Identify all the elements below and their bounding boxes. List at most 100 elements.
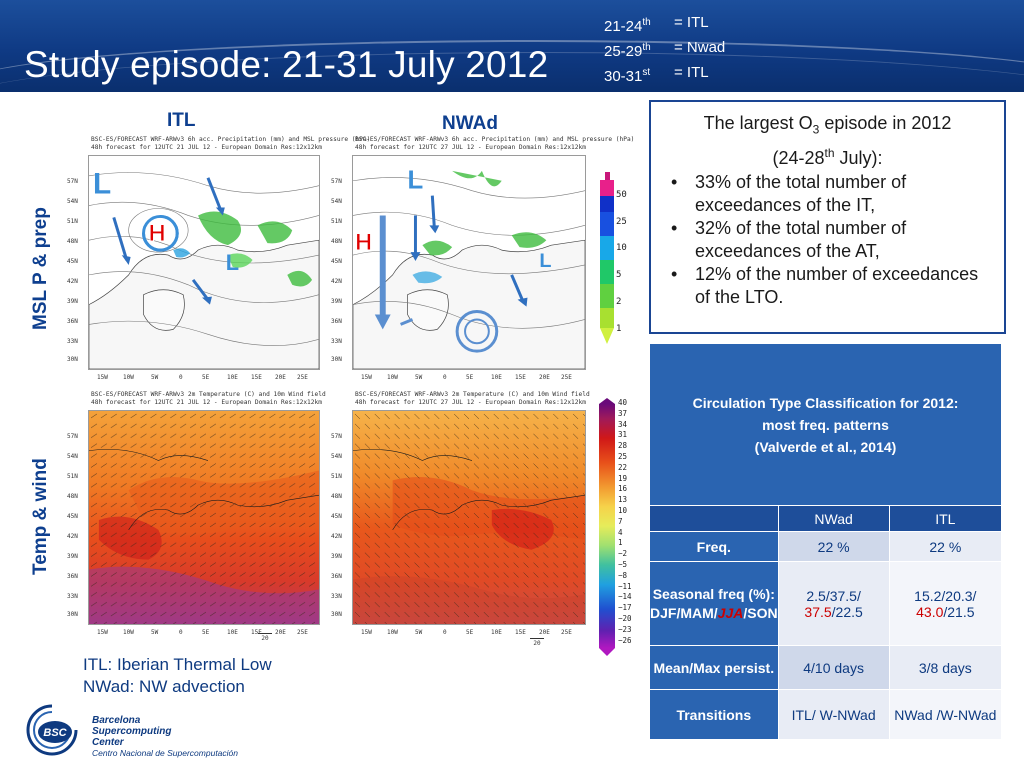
precip-colorbar: 50 25 10 5 2 1 [596,172,642,352]
y-tick: 36N [331,573,342,580]
seasonal-value: /21.5 [943,603,975,620]
x-tick: 25E [561,629,572,636]
y-tick: 42N [331,278,342,285]
period-suffix: st [642,67,651,78]
column-label-itl: ITL [167,110,196,131]
seasonal-value: 2.5/37.5/ [806,587,861,604]
x-tick: 0 [179,629,183,636]
table-row: Freq. 22 % 22 % [649,531,1003,562]
low-pressure-label: L [408,167,424,195]
info-bullet: 32% of the total number of exceedances o… [665,217,990,263]
colorbar-label: 19 [618,473,628,483]
colorbar-label: 2 [616,297,622,307]
period-suffix: th [642,42,651,53]
low-pressure-label: L [226,250,239,275]
colorbar-label: 16 [618,484,628,494]
table-header-row: NWad ITL [649,505,1003,532]
info-heading: The largest O3 episode in 2012 (24-28th … [665,112,990,170]
page-title: Study episode: 21-31 July 2012 [24,44,549,85]
cell-trans-nwad: ITL/ W-NWad [777,689,890,740]
x-tick: 0 [443,374,447,381]
map-header-line: BSC-ES/FORECAST WRF-ARWv3 6h acc. Precip… [91,136,371,143]
table-header-empty [649,505,779,532]
wind-reference-value: 20 [533,640,541,647]
table-header-itl: ITL [888,505,1003,532]
header-swoosh-2 [0,52,1024,92]
colorbar-label: 25 [616,217,627,227]
colorbar-label: 10 [616,243,627,253]
high-pressure-label: H [355,229,372,256]
colorbar-label: 40 [618,398,628,407]
map-msl-itl: BSC-ES/FORECAST WRF-ARWv3 6h acc. Precip… [67,136,370,381]
x-tick: 5W [151,374,159,381]
seasonal-value: 15.2/20.3/ [914,587,977,604]
period-type: = ITL [674,14,709,31]
circulation-type-table: Circulation Type Classification for 2012… [649,343,1003,740]
y-tick: 45N [67,513,78,520]
x-tick: 15E [251,374,262,381]
x-tick: 15W [97,629,108,636]
y-tick: 39N [67,553,78,560]
x-tick: 15W [361,629,372,636]
map-header-line: BSC-ES/FORECAST WRF-ARWv3 2m Temperature… [91,391,326,398]
colorbar-label: 1 [616,324,622,334]
colorbar-label: 34 [618,419,628,429]
colorbar-label: 7 [618,516,623,526]
y-tick: 54N [331,453,342,460]
colorbar-label: 5 [616,270,622,280]
x-tick: 5E [202,374,210,381]
x-tick: 20E [275,374,286,381]
period-dates: 21-24 [604,18,643,35]
abbreviation-line: NWad: NW advection [83,677,245,696]
y-tick: 54N [67,453,78,460]
precip-colorbar-graphic [600,172,614,344]
episode-info-box: The largest O3 episode in 2012 (24-28th … [649,100,1006,334]
table-row: Transitions ITL/ W-NWad NWad /W-NWad [649,689,1003,740]
y-tick: 48N [331,493,342,500]
y-tick: 30N [331,611,342,618]
map-header: BSC-ES/FORECAST WRF-ARWv3 6h acc. Precip… [355,136,634,152]
header-bar: Study episode: 21-31 July 2012 21-24th = … [0,0,1024,92]
y-tick: 30N [67,356,78,363]
map-header-line: BSC-ES/FORECAST WRF-ARWv3 2m Temperature… [355,391,590,398]
x-tick: 15E [515,629,526,636]
period-row: 21-24th = ITL [604,12,725,37]
x-tick: 15E [515,374,526,381]
row-label-msl: MSL P & prep [30,207,51,330]
msl-map-graphic: L H L [89,168,319,369]
y-tick: 45N [331,513,342,520]
cell-trans-itl: NWad /W-NWad [888,689,1003,740]
y-tick: 48N [67,493,78,500]
info-bullet-list: 33% of the total number of exceedances o… [665,171,990,309]
y-tick: 36N [331,318,342,325]
y-tick: 54N [67,198,78,205]
y-tick: 48N [331,238,342,245]
row-label-transitions: Transitions [649,689,779,740]
header-swoosh [0,40,1024,92]
period-dates: 30-31 [604,68,643,85]
temp-map-graphic [89,411,319,624]
x-tick: 20E [539,374,550,381]
x-tick: 10W [387,374,398,381]
logo-subtitle: Centro Nacional de Supercomputación [92,748,239,758]
logo-line: Center [92,737,124,748]
seasonal-label-text: /SON [743,604,778,621]
x-tick: 10E [227,374,238,381]
x-tick: 5W [151,629,159,636]
column-label-nwad: NWAd [442,113,498,134]
cell-persist-itl: 3/8 days [888,645,1003,690]
row-label-persist: Mean/Max persist. [649,645,779,690]
row-label-temp: Temp & wind [30,458,51,575]
info-heading-text: The largest O [703,113,813,133]
colorbar-label: 31 [618,430,628,440]
x-tick: 25E [297,629,308,636]
x-tick: 25E [297,374,308,381]
wind-reference: 20 [258,633,272,642]
y-tick: 33N [67,593,78,600]
temp-colorbar: 40 37 34 31 28 25 22 19 16 13 10 7 4 1 −… [596,398,642,660]
info-bullet: 33% of the total number of exceedances o… [665,171,990,217]
x-tick: 5E [466,629,474,636]
cell-persist-nwad: 4/10 days [777,645,890,690]
seasonal-value-highlight: 43.0 [916,603,944,620]
table-header-nwad: NWad [777,505,890,532]
